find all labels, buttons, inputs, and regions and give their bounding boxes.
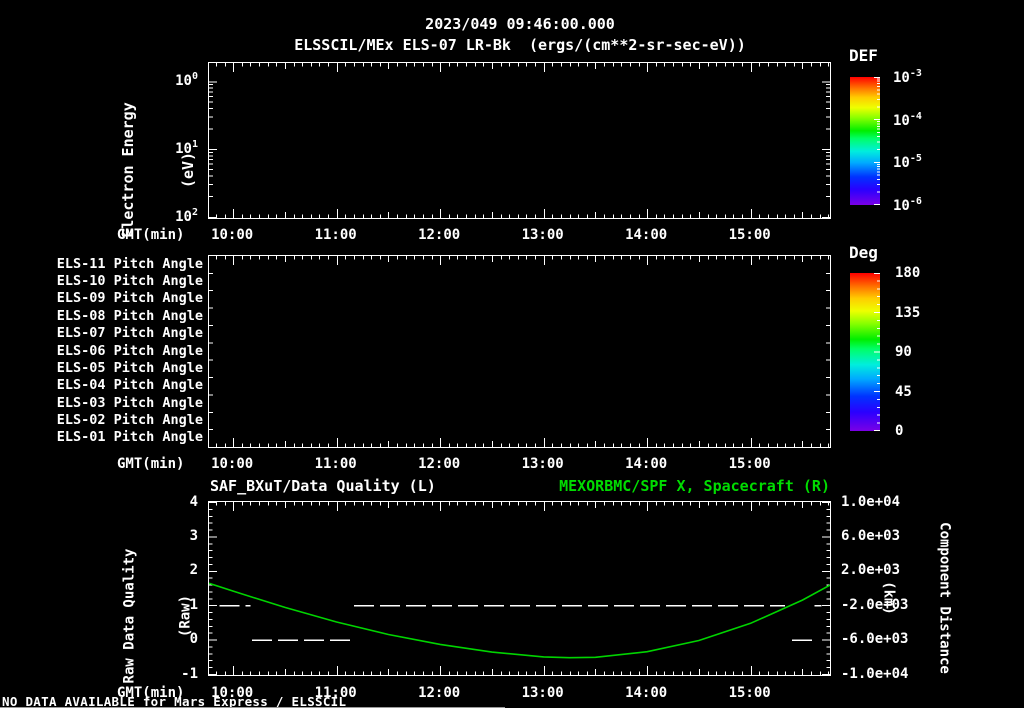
timeseries-right-y-tick: 2.0e+03 <box>841 562 901 579</box>
x-tick-label: 15:00 <box>728 227 771 243</box>
spectrogram-y-tick: 100 <box>175 71 198 90</box>
def-colorbar-ticks <box>874 77 880 205</box>
x-tick-label: 10:00 <box>211 456 254 472</box>
pitch-row-label: ELS-11 Pitch Angle <box>56 255 203 272</box>
pitch-row-label: ELS-04 Pitch Angle <box>56 377 203 394</box>
timeseries-left-y-tick: 2 <box>189 562 198 579</box>
def-colorbar-tick-label: 10-6 <box>893 196 922 214</box>
pitch-row-label: ELS-10 Pitch Angle <box>56 273 203 290</box>
spectrogram-panel <box>208 62 831 219</box>
deg-colorbar-tick-label: 45 <box>895 383 912 400</box>
spectrogram-y-tick: 101 <box>175 139 198 158</box>
gmt-label-2: GMT(min) <box>117 456 185 472</box>
timeseries-panel <box>208 501 831 676</box>
x-tick-label: 15:00 <box>728 456 771 472</box>
timeseries-right-y-tick: 1.0e+04 <box>841 493 901 510</box>
deg-colorbar-tick-label: 180 <box>895 265 921 281</box>
pitch-angle-panel <box>208 255 831 448</box>
x-tick-label: 11:00 <box>314 456 357 472</box>
x-tick-label: 15:00 <box>728 685 771 701</box>
pitch-row-label: ELS-01 Pitch Angle <box>56 429 203 446</box>
deg-colorbar-title: Deg <box>849 243 878 262</box>
plot-title: ELSSCIL/MEx ELS-07 LR-Bk (ergs/(cm**2-sr… <box>294 36 746 54</box>
spectrogram-y-tick: 102 <box>175 207 198 225</box>
x-tick-label: 13:00 <box>521 227 564 243</box>
deg-colorbar <box>850 273 880 431</box>
x-tick-label: 13:00 <box>521 685 564 701</box>
x-tick-label: 10:00 <box>211 685 254 701</box>
deg-colorbar-tick-label: 0 <box>895 423 904 439</box>
x-tick-label: 11:00 <box>314 685 357 701</box>
spectrogram-ticks <box>209 63 830 218</box>
def-colorbar-tick-label: 10-3 <box>893 68 922 86</box>
x-tick-label: 12:00 <box>418 227 461 243</box>
gmt-label-3: GMT(min) <box>117 685 185 701</box>
pitch-row-label: ELS-08 Pitch Angle <box>56 307 203 324</box>
pitch-row-label: ELS-07 Pitch Angle <box>56 325 203 342</box>
timeseries-left-y-tick: 0 <box>189 631 198 648</box>
x-tick-label: 13:00 <box>521 456 564 472</box>
x-tick-label: 14:00 <box>625 685 668 701</box>
pitch-row-label: ELS-03 Pitch Angle <box>56 394 203 411</box>
x-tick-label: 10:00 <box>211 227 254 243</box>
timeseries-plot <box>209 502 830 675</box>
pitch-row-label: ELS-09 Pitch Angle <box>56 290 203 307</box>
timeseries-right-y-tick: -1.0e+04 <box>841 665 909 682</box>
x-tick-label: 14:00 <box>625 456 668 472</box>
def-colorbar-title: DEF <box>849 46 878 65</box>
def-colorbar <box>850 77 880 205</box>
x-tick-label: 12:00 <box>418 685 461 701</box>
timeseries-left-y-tick: 1 <box>189 596 198 613</box>
timestamp-title: 2023/049 09:46:00.000 <box>425 15 615 33</box>
deg-colorbar-tick-label: 90 <box>895 344 912 360</box>
pitch-row-label: ELS-06 Pitch Angle <box>56 342 203 359</box>
gmt-label-1: GMT(min) <box>117 227 185 243</box>
timeseries-right-y-tick: -2.0e+03 <box>841 596 909 613</box>
timeseries-left-title: SAF_BXuT/Data Quality (L) <box>210 477 436 495</box>
pitch-row-label: ELS-02 Pitch Angle <box>56 411 203 428</box>
def-colorbar-tick-label: 10-4 <box>893 110 922 129</box>
x-tick-label: 14:00 <box>625 227 668 243</box>
deg-colorbar-ticks <box>874 273 880 431</box>
x-tick-label: 12:00 <box>418 456 461 472</box>
spacecraft-x-curve <box>209 582 830 659</box>
deg-colorbar-tick-label: 135 <box>895 304 921 321</box>
pitch-ticks <box>209 256 830 447</box>
timeseries-left-y-tick: 3 <box>189 527 198 544</box>
timeseries-left-y-tick: 4 <box>189 493 198 510</box>
timeseries-right-title: MEXORBMC/SPF X, Spacecraft (R) <box>559 477 830 495</box>
timeseries-left-y-tick: -1 <box>181 665 198 682</box>
timeseries-right-y-label: Component Distance (km) <box>880 522 953 675</box>
timeseries-right-y-tick: 6.0e+03 <box>841 527 901 544</box>
pitch-row-label: ELS-05 Pitch Angle <box>56 359 203 376</box>
status-message: NO DATA AVAILABLE for Mars Express / ELS… <box>2 694 347 708</box>
def-colorbar-tick-label: 10-5 <box>893 153 922 172</box>
x-tick-label: 11:00 <box>314 227 357 243</box>
timeseries-right-y-tick: -6.0e+03 <box>841 631 909 648</box>
